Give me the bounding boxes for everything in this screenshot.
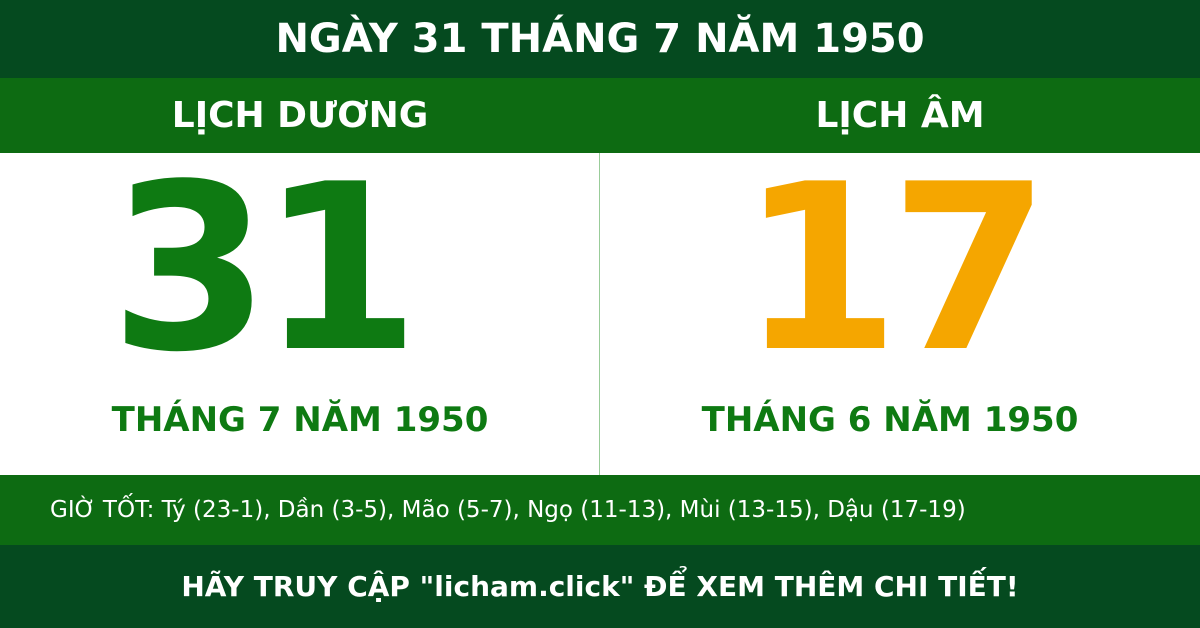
label-band [0, 78, 1200, 153]
lunar-month-year: THÁNG 6 NĂM 1950 [701, 400, 1079, 440]
solar-month-year: THÁNG 7 NĂM 1950 [111, 400, 489, 440]
good-hours: GIỜ TỐT: Tý (23-1), Dần (3-5), Mão (5-7)… [0, 475, 1200, 545]
divider [599, 153, 600, 475]
footer: HÃY TRUY CẬP "licham.click" ĐỂ XEM THÊM … [0, 545, 1200, 628]
lunar-day: 17 [739, 136, 1050, 403]
title: NGÀY 31 THÁNG 7 NĂM 1950 [0, 0, 1200, 78]
solar-day: 31 [109, 136, 420, 403]
solar-label: LỊCH DƯƠNG [171, 95, 429, 136]
lunar-label: LỊCH ÂM [815, 95, 985, 136]
